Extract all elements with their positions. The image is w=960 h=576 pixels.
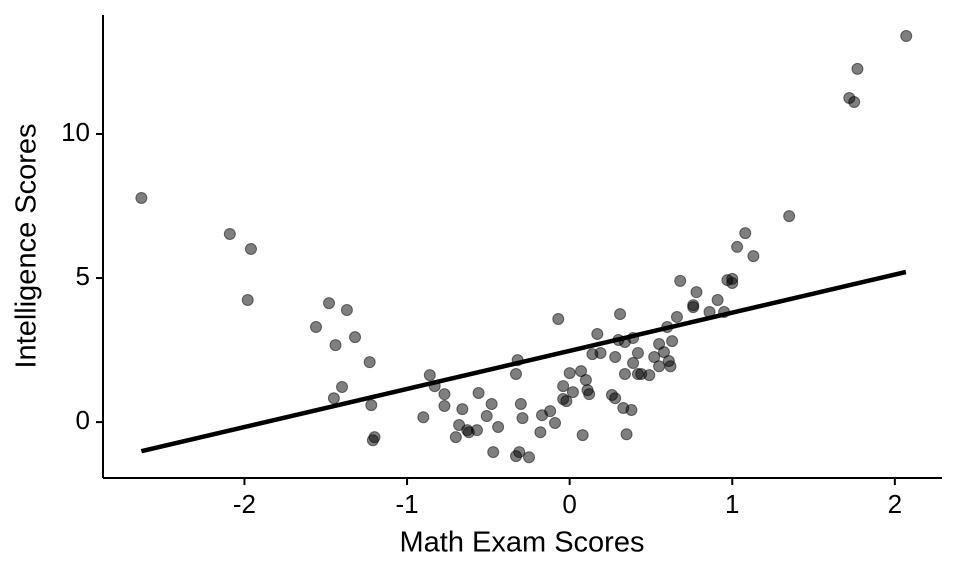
point	[591, 327, 604, 340]
point	[438, 388, 451, 401]
point	[747, 250, 760, 263]
point	[480, 410, 493, 423]
y-tick-label: 10	[61, 117, 90, 147]
point	[365, 399, 378, 412]
x-tick-label: 2	[888, 489, 902, 519]
y-tick-label: 5	[76, 261, 90, 291]
point	[614, 308, 627, 321]
point	[523, 451, 536, 464]
point	[492, 421, 505, 434]
point	[487, 446, 500, 459]
point	[470, 424, 483, 437]
point	[327, 392, 340, 405]
point	[687, 299, 700, 312]
point	[666, 335, 679, 348]
point	[620, 428, 633, 441]
point	[670, 310, 683, 323]
point	[552, 312, 565, 325]
x-tick-label: -1	[395, 489, 418, 519]
point	[472, 387, 485, 400]
point	[631, 346, 644, 359]
x-axis-label: Math Exam Scores	[400, 527, 645, 559]
point	[557, 380, 570, 393]
point	[135, 191, 148, 204]
point	[674, 274, 687, 287]
point	[349, 331, 362, 344]
point	[336, 380, 349, 393]
point	[609, 392, 622, 405]
point	[576, 429, 589, 442]
point	[783, 210, 796, 223]
point	[625, 404, 638, 417]
point	[726, 272, 739, 285]
point	[627, 357, 640, 370]
point	[438, 399, 451, 412]
point	[456, 403, 469, 416]
point	[900, 30, 913, 43]
point	[534, 426, 547, 439]
y-axis-label: Intelligence Scores	[11, 123, 43, 368]
point	[851, 62, 864, 75]
point	[449, 431, 462, 444]
point	[566, 386, 579, 399]
point	[731, 240, 744, 253]
point	[563, 367, 576, 380]
x-tick-label: 1	[725, 489, 739, 519]
point	[711, 293, 724, 306]
point	[583, 388, 596, 401]
point	[244, 242, 257, 255]
point	[516, 412, 529, 425]
point	[513, 446, 526, 459]
point	[423, 369, 436, 382]
point	[739, 227, 752, 240]
point	[366, 434, 379, 447]
fit-line	[140, 269, 907, 454]
point	[579, 374, 592, 387]
y-tick-label: 0	[76, 405, 90, 435]
x-tick-label: 0	[562, 489, 576, 519]
point	[514, 397, 527, 410]
point	[594, 346, 607, 359]
point	[618, 367, 631, 380]
point	[848, 96, 861, 109]
point	[653, 360, 666, 373]
point	[329, 339, 342, 352]
point	[241, 293, 254, 306]
point	[549, 416, 562, 429]
point	[648, 350, 661, 363]
point	[310, 321, 323, 334]
point	[690, 286, 703, 299]
point	[223, 227, 236, 240]
point	[340, 304, 353, 317]
point	[609, 350, 622, 363]
point	[323, 297, 336, 310]
point	[544, 405, 557, 418]
point	[643, 369, 656, 382]
point	[417, 411, 430, 424]
point	[509, 367, 522, 380]
point	[363, 356, 376, 369]
x-tick-label: -2	[233, 489, 256, 519]
point	[557, 393, 570, 406]
point	[485, 397, 498, 410]
point	[664, 360, 677, 373]
